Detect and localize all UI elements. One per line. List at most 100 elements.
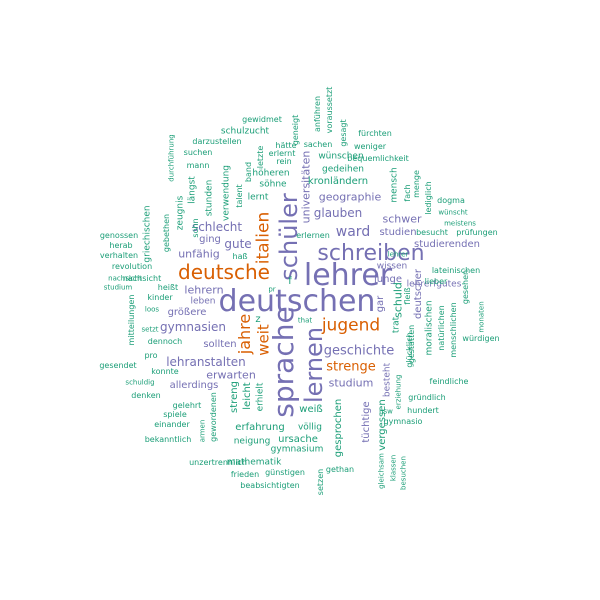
word: bekanntlich [144, 435, 192, 444]
word: schlecht [191, 220, 243, 234]
word: setzt [141, 325, 159, 334]
word: gründlich [408, 393, 446, 402]
word: sprache [267, 306, 300, 418]
word: pro [144, 351, 158, 360]
word: durchführung [167, 134, 176, 182]
word: deutscher [413, 268, 424, 320]
word: deutsche [178, 260, 270, 284]
word: denken [131, 391, 161, 400]
word: kronländern [307, 176, 369, 187]
word: lernt [247, 192, 269, 203]
word: zeugnis [175, 195, 186, 231]
word: menge [412, 170, 421, 198]
word: gar [375, 295, 386, 313]
word: dogma [437, 196, 465, 205]
word: anführen [313, 95, 322, 133]
word: haß [232, 252, 248, 261]
word: weiß [299, 404, 323, 415]
word: schreiben [317, 241, 425, 266]
word: z [255, 314, 261, 325]
word: gewordenen [209, 392, 218, 442]
word: nachsicht [122, 274, 162, 283]
word: frieden [230, 470, 260, 479]
word: gewidmet [242, 115, 282, 124]
word: weniger [353, 142, 387, 151]
word: sollten [203, 339, 237, 350]
word: lehrer [303, 258, 393, 293]
word: fach [403, 184, 412, 202]
word: nachsicht [108, 274, 142, 283]
word: rein [276, 157, 292, 166]
word: wünscht [438, 208, 468, 217]
word: deutschen [218, 284, 376, 319]
word: universitäten [299, 150, 313, 224]
word: allerdings [169, 380, 219, 391]
word: studium [103, 283, 133, 292]
word: griechischen [142, 205, 153, 263]
word: leicht [242, 382, 253, 410]
word: studien [379, 227, 417, 238]
word: gute [224, 237, 252, 251]
word: f [288, 276, 292, 287]
word: erhielt [255, 382, 266, 412]
word: mathematik [226, 457, 282, 468]
word: herab [109, 241, 133, 250]
word: darzustellen [192, 137, 242, 146]
word: prüfungen [456, 228, 498, 237]
word: lehrern [184, 283, 224, 297]
word: kinder [147, 293, 173, 302]
word: lediglich [424, 181, 433, 215]
word: besucht [416, 228, 448, 237]
word: verhalten [99, 251, 139, 260]
word: gleichsam [377, 453, 386, 489]
word: jugend [321, 315, 381, 336]
word: wissen [376, 261, 408, 272]
word: mitteilungen [127, 294, 136, 346]
word: natürlichen [437, 305, 446, 351]
word: verwendung [221, 165, 232, 221]
word: gymnasien [160, 320, 226, 334]
word: größere [167, 307, 207, 318]
word: geschichte [323, 343, 395, 359]
word: italien [253, 211, 274, 265]
word: beabsichtigten [240, 481, 300, 490]
word: strenge [326, 359, 376, 375]
word: genossen [99, 231, 139, 240]
word: gesehen [461, 269, 470, 305]
word: gymnasio [383, 417, 423, 426]
word: suchen [183, 148, 213, 157]
word: sohn [191, 218, 200, 238]
word: konnte [151, 367, 179, 376]
word: voraussetzt [325, 86, 334, 134]
word: armen [198, 419, 207, 443]
word: erwarten [206, 368, 256, 382]
word: ging [199, 234, 221, 245]
word: gedeihen [322, 164, 364, 175]
word: geneigt [291, 114, 300, 146]
word: schuldig [125, 378, 155, 387]
word: feindliche [429, 377, 469, 386]
word: gymnasium [270, 444, 324, 455]
word: monaten [477, 301, 486, 333]
word: schuld [391, 282, 405, 318]
word: studium [328, 376, 374, 390]
word: mann [186, 161, 210, 170]
word: geographie [318, 190, 382, 204]
word: längst [187, 176, 198, 204]
word: würdigen [462, 334, 500, 343]
word: revolution [111, 262, 153, 271]
word: loos [144, 305, 160, 314]
word: setzen [316, 468, 325, 496]
word: moralischen [424, 300, 435, 356]
word: ursache [278, 434, 318, 445]
word: lernen [300, 326, 328, 404]
word: wünschen [318, 151, 364, 162]
word: ward [335, 224, 371, 240]
word: fürchten [358, 129, 392, 138]
word: trat [391, 316, 402, 334]
word: schulzucht [220, 126, 270, 137]
word: studierenden [414, 239, 480, 250]
word: unzertrennlich [189, 458, 247, 467]
word: tüchtige [361, 401, 372, 443]
word: lehranstalten [166, 355, 246, 369]
